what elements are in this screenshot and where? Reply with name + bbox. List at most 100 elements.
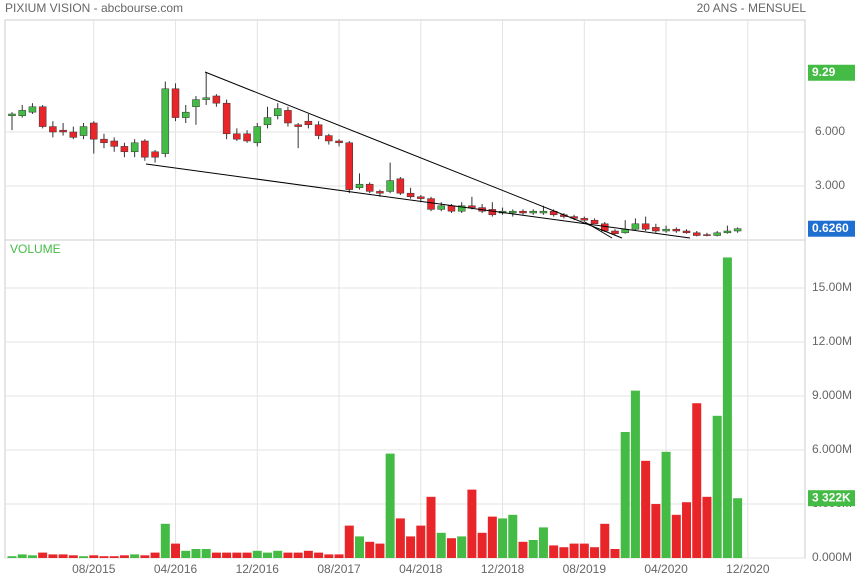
value-marker-label: 0.6260: [812, 221, 849, 235]
volume-bar: [518, 541, 528, 558]
volume-bar: [671, 514, 681, 558]
volume-bar: [314, 552, 324, 558]
value-marker-label: 3 322K: [812, 490, 851, 504]
candle-body: [181, 111, 190, 118]
candle-body: [682, 230, 691, 234]
candle-body: [631, 223, 640, 230]
candle-body: [284, 110, 292, 124]
candle-body: [243, 133, 251, 142]
value-marker: [808, 490, 855, 507]
volume-bar: [263, 552, 272, 558]
volume-bar: [365, 541, 375, 558]
volume-bar: [630, 390, 640, 558]
volume-bar: [559, 547, 569, 558]
volume-bar: [375, 543, 385, 558]
volume-bar: [211, 552, 221, 558]
volume-bar: [406, 536, 416, 558]
volume-bar: [324, 554, 334, 558]
candle-body: [406, 192, 415, 198]
x-tick-label: 08/2019: [563, 562, 607, 576]
volume-bar: [48, 554, 58, 558]
volume-bar: [201, 549, 211, 558]
candle-body: [161, 88, 170, 154]
volume-bar: [549, 545, 559, 558]
volume-bar: [702, 496, 712, 558]
volume-bar: [150, 552, 160, 558]
candle-body: [447, 205, 456, 212]
candle-body: [212, 95, 221, 104]
candle-body: [345, 142, 354, 190]
volume-bar: [7, 556, 17, 558]
candle-body: [509, 210, 517, 214]
x-tick-label: 12/2016: [236, 562, 280, 576]
candle-body: [151, 151, 159, 158]
candle-body: [488, 209, 497, 216]
y-tick-label: 6.000: [815, 124, 845, 138]
volume-bar: [283, 552, 293, 558]
volume-bar: [140, 555, 150, 558]
volume-bar: [171, 543, 181, 558]
volume-bar: [651, 504, 661, 558]
candle-body: [733, 228, 742, 232]
value-marker: [808, 220, 855, 237]
candle-body: [365, 183, 374, 192]
candle-body: [662, 228, 670, 232]
volume-bar: [252, 550, 262, 558]
candle-body: [69, 131, 78, 138]
volume-bar: [722, 257, 732, 558]
volume-bar: [27, 555, 37, 558]
volume-bar: [242, 552, 252, 558]
chart-subtitle: 20 ANS - MENSUEL: [697, 1, 807, 15]
volume-bar: [590, 547, 600, 558]
volume-bar: [682, 502, 692, 558]
value-marker: [808, 64, 855, 81]
volume-bar: [692, 403, 702, 558]
volume-bar: [160, 523, 170, 558]
volume-bar: [273, 550, 283, 558]
volume-title: VOLUME: [10, 242, 61, 256]
volume-bar: [487, 516, 497, 558]
value-marker-label: 9.29: [812, 65, 836, 79]
volume-bar: [232, 552, 242, 558]
candle-body: [120, 146, 129, 153]
volume-bar: [89, 555, 99, 558]
trend-line: [204, 71, 623, 239]
x-tick-label: 04/2020: [644, 562, 688, 576]
volume-bar: [109, 556, 119, 558]
volume-bar: [426, 496, 436, 558]
candle-body: [396, 178, 405, 194]
volume-bar: [293, 552, 303, 558]
candle-body: [141, 140, 149, 158]
volume-bar: [68, 555, 78, 558]
volume-bar: [222, 552, 232, 558]
trend-line: [584, 221, 613, 239]
volume-bar: [661, 451, 671, 558]
volume-bar: [508, 514, 518, 558]
y-tick-label: 3.000: [815, 178, 845, 192]
volume-bar: [99, 556, 109, 558]
volume-bar: [416, 525, 426, 558]
candle-body: [703, 234, 711, 236]
candle-body: [580, 218, 589, 221]
candle-body: [202, 97, 210, 100]
candle-body: [539, 210, 548, 214]
volume-bar: [58, 554, 68, 558]
candle-body: [672, 228, 681, 232]
trend-line: [145, 163, 691, 239]
candle-body: [386, 180, 394, 192]
candle-body: [79, 126, 88, 136]
x-tick-label: 04/2016: [154, 562, 198, 576]
y-tick-label: 12.00M: [812, 334, 852, 348]
y-tick-label: 15.00M: [812, 280, 852, 294]
chart-title: PIXIUM VISION - abcbourse.com: [5, 1, 183, 15]
x-tick-label: 08/2017: [317, 562, 361, 576]
candle-body: [38, 106, 47, 127]
plot-frame: [4, 19, 806, 559]
candle-body: [376, 191, 384, 194]
volume-bar: [344, 525, 354, 558]
x-tick-label: 08/2015: [72, 562, 116, 576]
candle-body: [222, 102, 231, 135]
volume-bar: [446, 538, 456, 558]
volume-bar: [354, 536, 364, 558]
